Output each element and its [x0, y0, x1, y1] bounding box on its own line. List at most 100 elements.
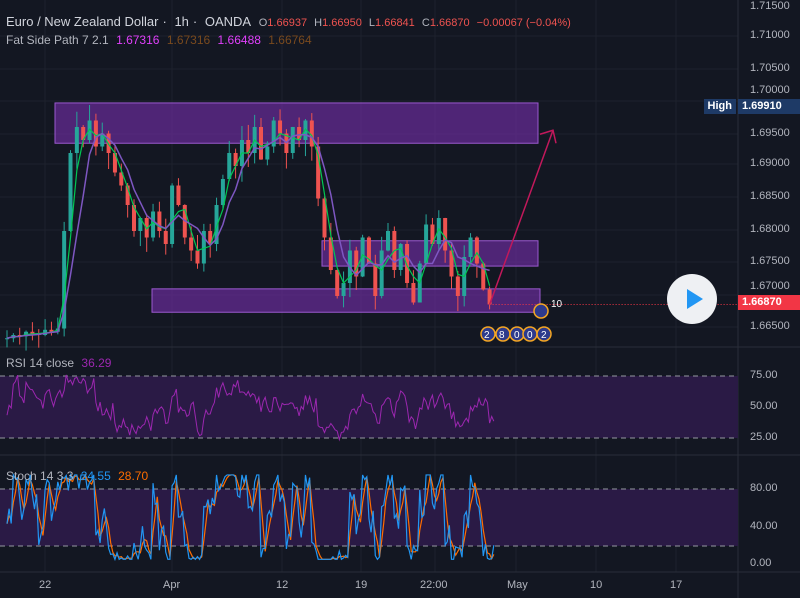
candle-body [354, 250, 359, 277]
indicator-value-4: 1.66764 [268, 33, 312, 47]
candle-body [170, 185, 175, 244]
play-button[interactable] [667, 274, 717, 324]
rsi-label[interactable]: RSI 14 close [6, 356, 75, 370]
time-tick: 10 [590, 579, 603, 591]
candle-body [449, 250, 454, 277]
price-tick: 1.69000 [750, 157, 790, 169]
rsi-tick: 25.00 [750, 431, 778, 443]
candle-body [195, 250, 200, 264]
stoch-legend: Stoch 14 3 3 24.55 28.70 [6, 469, 152, 484]
candle-body [259, 127, 263, 160]
time-tick: 12 [276, 579, 289, 591]
candle-body [335, 270, 340, 296]
event-count: 2 [541, 330, 547, 341]
interval[interactable]: 1h [174, 14, 189, 29]
candle-body [487, 289, 492, 305]
indicator-legend: Fat Side Path 7 2.1 1.67316 1.67316 1.66… [6, 33, 316, 48]
event-count: 10 [551, 299, 563, 310]
stoch-tick: 40.00 [750, 520, 778, 532]
change-value: −0.00067 (−0.04%) [476, 17, 571, 29]
indicator-name[interactable]: Fat Side Path 7 2.1 [6, 33, 109, 47]
candle-body [481, 263, 486, 290]
candle-body [227, 153, 232, 179]
event-count: 0 [514, 330, 520, 341]
c-label: C [421, 17, 430, 29]
candle-body [341, 283, 346, 296]
stoch-tick: 0.00 [750, 557, 772, 569]
exchange: OANDA [204, 14, 252, 29]
arrow-head-icon [539, 129, 557, 144]
candle-body [112, 153, 117, 173]
candle-body [5, 338, 9, 340]
candle-body [151, 211, 156, 238]
indicator-value-2: 1.67316 [166, 33, 211, 47]
candle-body [233, 153, 238, 166]
open-value: 1.66937 [267, 17, 308, 29]
candle-body [373, 263, 378, 296]
candle-body [411, 283, 416, 303]
indicator-line-purple [6, 132, 490, 339]
candle-body [366, 237, 371, 264]
candle-body [132, 205, 136, 231]
time-tick: May [507, 579, 528, 591]
event-count: 8 [499, 330, 505, 341]
o-label: O [258, 17, 268, 29]
event-count: 2 [484, 330, 490, 341]
candle-body [100, 133, 105, 147]
high-tag-row: High 1.69910 [703, 99, 800, 114]
rsi-legend: RSI 14 close 36.29 [6, 356, 115, 371]
candle-body [455, 276, 460, 296]
time-tick: 22 [39, 579, 52, 591]
time-tick: 22:00 [420, 579, 448, 591]
price-tick: 1.70500 [750, 62, 790, 74]
price-tick: 1.70000 [750, 84, 790, 96]
symbol-name: Euro / New Zealand Dollar [6, 14, 159, 29]
symbol-legend: Euro / New Zealand Dollar · 1h · OANDA O1.… [6, 14, 571, 29]
stoch-label[interactable]: Stoch 14 3 3 [6, 469, 74, 483]
high-tag: High [703, 99, 736, 114]
candle-body [74, 127, 79, 153]
price-tick: 1.71000 [750, 29, 790, 41]
candle-body [468, 237, 473, 257]
candle-body [214, 205, 219, 244]
candle-body [163, 231, 168, 244]
price-tick: 1.68500 [750, 190, 790, 202]
stoch-tick: 80.00 [750, 482, 778, 494]
candle-body [81, 127, 86, 140]
event-count: 0 [527, 330, 533, 341]
candle-body [360, 237, 365, 277]
candle-body [379, 250, 384, 296]
candle-body [119, 172, 124, 186]
candle-body [405, 244, 410, 283]
indicator-value-1: 1.67316 [116, 33, 160, 47]
rsi-tick: 50.00 [750, 400, 778, 412]
candle-body [62, 231, 67, 329]
stoch-k-value: 24.55 [80, 469, 111, 483]
candle-body [220, 179, 225, 205]
stoch-d-value: 28.70 [118, 469, 149, 483]
indicator-value-3: 1.66488 [217, 33, 261, 47]
candle-body [201, 231, 206, 264]
candle-body [176, 185, 181, 205]
high-price-tag: 1.69910 [738, 99, 800, 114]
candle-body [265, 146, 270, 160]
rsi-band [0, 376, 738, 438]
candle-body [278, 120, 283, 134]
candle-body [474, 237, 479, 264]
price-tick: 1.66500 [750, 320, 790, 332]
event-flag-icon [536, 326, 552, 342]
price-tick: 1.68000 [750, 223, 790, 235]
candle-body [157, 211, 162, 231]
h-label: H [314, 17, 323, 29]
rsi-tick: 75.00 [750, 369, 778, 381]
candle-body [208, 231, 213, 244]
candle-body [49, 329, 54, 332]
candle-body [328, 237, 333, 270]
price-tick: 1.71500 [750, 0, 790, 12]
candle-body [443, 218, 448, 251]
candle-body [30, 331, 35, 334]
close-value: 1.66870 [429, 17, 470, 29]
price-tick: 1.67500 [750, 255, 790, 267]
candle-body [271, 120, 276, 147]
